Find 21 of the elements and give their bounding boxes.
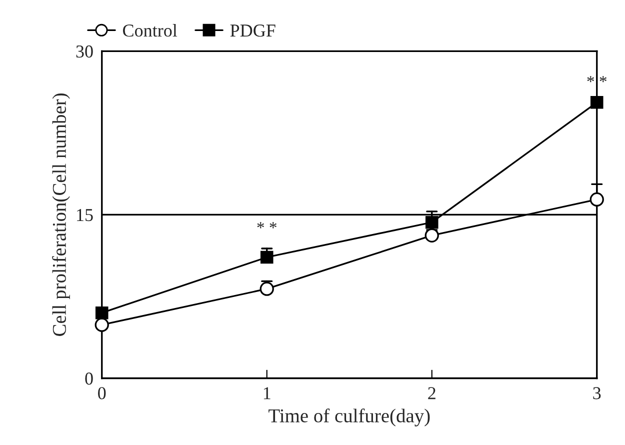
point: [425, 216, 438, 229]
point: [424, 228, 439, 243]
point: [95, 306, 108, 320]
y-tick-label: 0: [85, 372, 93, 385]
point: [260, 282, 274, 296]
x-tick-label: 3: [593, 387, 601, 400]
legend-label: Control: [123, 24, 178, 37]
y-axis-title: Cell proliferation(Cell number): [52, 94, 70, 336]
x-tick-label: 0: [98, 387, 106, 400]
point: [94, 318, 109, 332]
y-tick-label: 15: [77, 209, 93, 222]
point: [590, 96, 604, 109]
annotation: * *: [587, 76, 606, 82]
point: [260, 250, 274, 264]
x-tick-label: 2: [428, 387, 436, 400]
x-tick-label: 1: [264, 387, 270, 400]
legend-label: PDGF: [230, 24, 276, 37]
x-axis-title: Time of culfure(day): [268, 408, 430, 426]
annotation: * *: [257, 222, 276, 228]
point: [590, 192, 604, 207]
y-tick-label: 30: [76, 45, 93, 58]
